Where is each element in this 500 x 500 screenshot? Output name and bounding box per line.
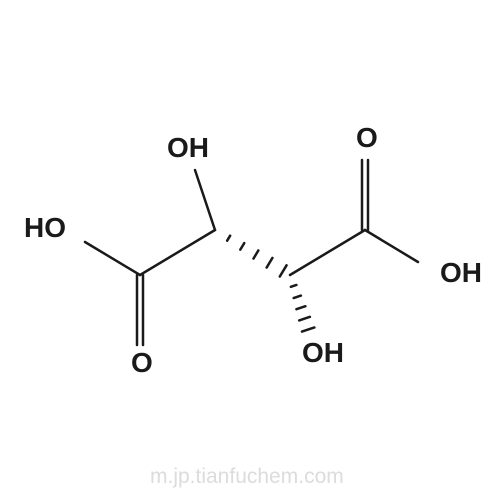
atom-label-o4_dbl: O	[356, 122, 378, 154]
atom-label-o1_dbl: O	[131, 347, 153, 379]
atom-label-oh_right: OH	[440, 257, 482, 289]
watermark-text: m.jp.tianfuchem.com	[150, 465, 344, 489]
bond-layer	[0, 0, 500, 500]
structure-canvas: HO O OH OH O OH m.jp.tianfuchem.com	[0, 0, 500, 500]
atom-label-oh_top: OH	[167, 132, 209, 164]
atom-label-ho_left: HO	[24, 212, 66, 244]
atom-label-oh_bot: OH	[302, 337, 344, 369]
